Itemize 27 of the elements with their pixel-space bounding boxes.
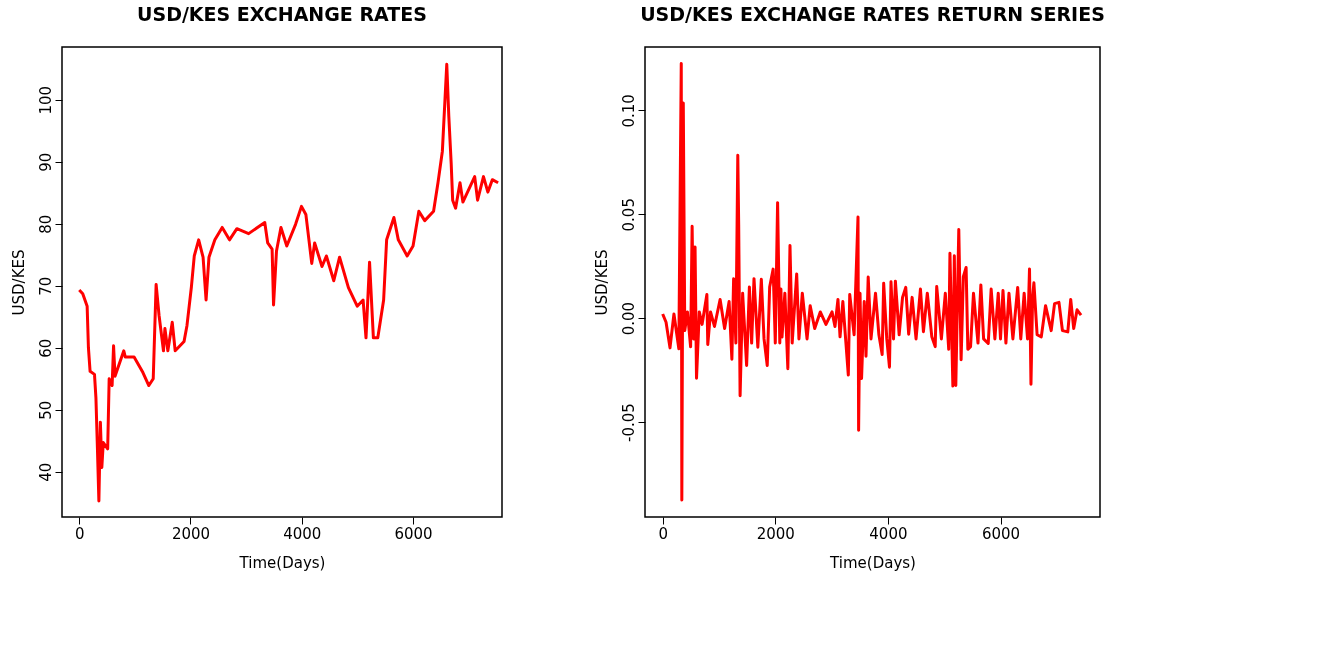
y-tick-label: 50 [36, 400, 55, 420]
y-axis-title: USD/KES [9, 249, 28, 316]
y-tick-label: 0.10 [619, 94, 638, 128]
y-tick-label: 0.00 [619, 301, 638, 336]
line-series [661, 61, 1083, 502]
y-tick-label: 60 [36, 338, 55, 358]
y-tick-label: 90 [36, 152, 55, 172]
x-tick-label: 2000 [756, 524, 795, 543]
y-axis-title: USD/KES [592, 249, 611, 316]
y-tick-label: 0.05 [619, 198, 638, 232]
y-tick-label: 100 [36, 85, 55, 115]
x-tick-label: 6000 [981, 524, 1021, 543]
line-series [77, 62, 500, 503]
x-axis-title: Time(Days) [238, 553, 326, 572]
x-tick-label: 0 [658, 524, 668, 543]
y-tick-label: -0.05 [619, 403, 638, 442]
chart-title: USD/KES EXCHANGE RATES [137, 3, 427, 25]
y-tick-label: 80 [36, 214, 55, 234]
chart-title: USD/KES EXCHANGE RATES RETURN SERIES [640, 3, 1105, 25]
x-tick-label: 0 [74, 524, 85, 543]
y-tick-label: 40 [36, 462, 55, 482]
x-tick-label: 6000 [394, 524, 433, 543]
x-tick-label: 4000 [283, 524, 322, 543]
x-axis-title: Time(Days) [829, 553, 916, 572]
y-tick-label: 70 [36, 276, 55, 296]
x-tick-label: 2000 [171, 524, 211, 543]
x-tick-label: 4000 [869, 524, 908, 543]
